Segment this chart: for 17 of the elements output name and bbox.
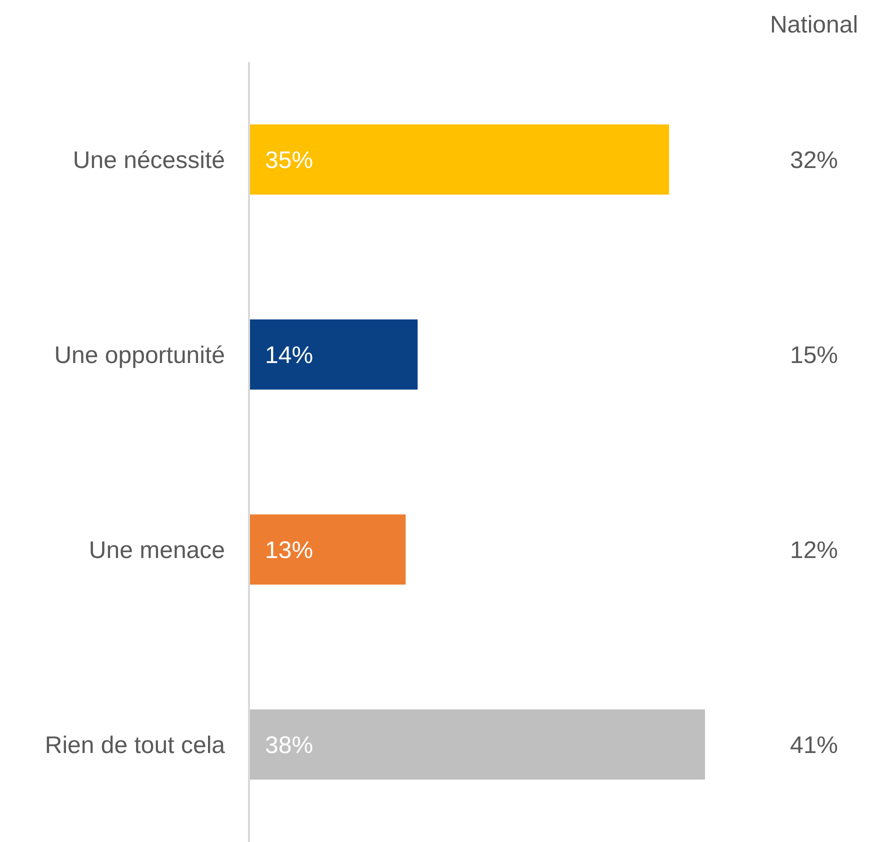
- text: 15%: [790, 342, 838, 369]
- text: 41%: [790, 732, 838, 759]
- data-label: 35%: [265, 146, 314, 174]
- bar: [250, 319, 418, 390]
- data-label: 14%: [265, 342, 314, 369]
- bar: [250, 514, 406, 585]
- data-label: 38%: [265, 732, 314, 759]
- data-label: 13%: [265, 536, 314, 564]
- text: National: [770, 11, 858, 38]
- bar: [250, 124, 670, 195]
- bar: [250, 709, 705, 780]
- text: 32%: [790, 146, 838, 174]
- y-tick-label: Une opportunité: [54, 342, 225, 369]
- y-tick-label: Une nécessité: [72, 146, 225, 174]
- y-tick-label: Rien de tout cela: [44, 732, 226, 759]
- y-tick-label: Une menace: [88, 536, 225, 564]
- text: 12%: [790, 536, 838, 564]
